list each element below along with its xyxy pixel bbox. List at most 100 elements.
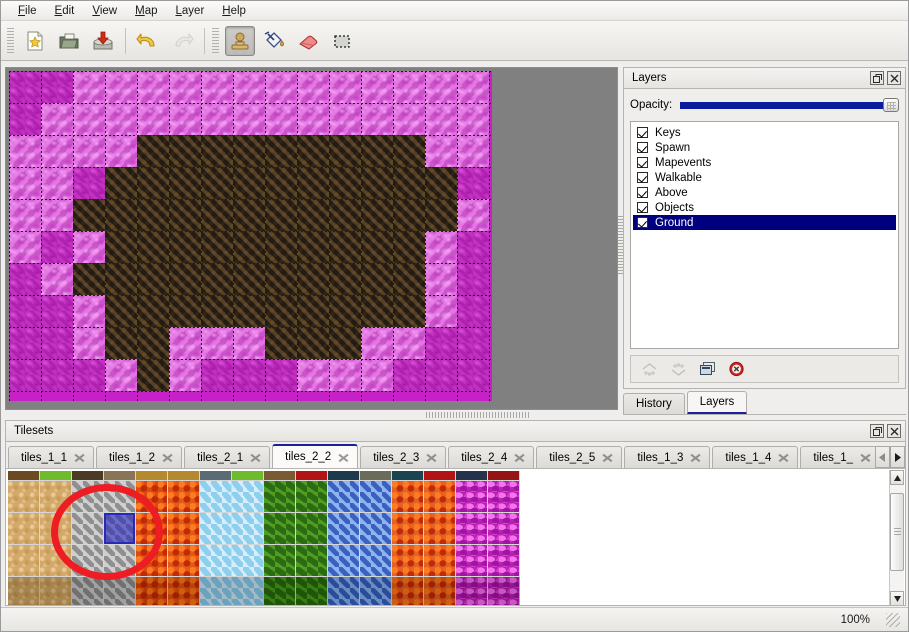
tileset-tile[interactable] [8, 513, 40, 545]
map-tile[interactable] [297, 359, 329, 391]
map-tile[interactable] [73, 359, 105, 391]
tileset-tile[interactable] [456, 513, 488, 545]
map-tile[interactable] [233, 199, 265, 231]
tileset-tab-tiles_2_3[interactable]: tiles_2_3 [360, 446, 447, 468]
map-tile[interactable] [457, 263, 489, 295]
map-tile[interactable] [329, 135, 361, 167]
tileset-tile[interactable] [200, 577, 232, 605]
map-tile[interactable] [361, 103, 393, 135]
tileset-tab-close-icon[interactable] [162, 452, 173, 463]
tileset-tile[interactable] [168, 481, 200, 513]
tileset-tile[interactable] [296, 471, 328, 481]
tileset-tile[interactable] [40, 577, 72, 605]
tileset-tile[interactable] [8, 471, 40, 481]
map-tile[interactable] [297, 295, 329, 327]
tileset-tile[interactable] [392, 513, 424, 545]
layer-visibility-checkbox[interactable] [637, 187, 648, 198]
tileset-tile[interactable] [424, 471, 456, 481]
map-tile[interactable] [201, 199, 233, 231]
layer-row[interactable]: Keys [633, 125, 896, 140]
tileset-tile-grid[interactable] [8, 471, 558, 605]
map-tile[interactable] [105, 263, 137, 295]
map-tile[interactable] [329, 263, 361, 295]
tileset-tile[interactable] [264, 471, 296, 481]
tileset-tile[interactable] [8, 545, 40, 577]
tileset-tile[interactable] [40, 481, 72, 513]
bucket-fill-tool-button[interactable] [259, 26, 289, 56]
map-tile[interactable] [73, 135, 105, 167]
menu-item-file[interactable]: File [18, 4, 37, 17]
map-tile[interactable] [393, 327, 425, 359]
map-tile[interactable] [201, 71, 233, 103]
map-tile[interactable] [329, 295, 361, 327]
opacity-slider-handle[interactable] [883, 98, 899, 112]
map-tile[interactable] [73, 327, 105, 359]
map-tile[interactable] [41, 327, 73, 359]
map-tile[interactable] [297, 167, 329, 199]
map-tile[interactable] [137, 263, 169, 295]
tileset-tile[interactable] [264, 481, 296, 513]
map-tile[interactable] [73, 295, 105, 327]
dock-tab-history[interactable]: History [623, 393, 685, 414]
tileset-tile[interactable] [104, 471, 136, 481]
tileset-palette[interactable] [5, 468, 906, 606]
map-tile[interactable] [233, 135, 265, 167]
tileset-tile[interactable] [456, 577, 488, 605]
map-tile[interactable] [361, 167, 393, 199]
map-tile[interactable] [41, 199, 73, 231]
move-layer-down-button[interactable] [666, 358, 690, 380]
map-tile[interactable] [233, 359, 265, 391]
tileset-tile[interactable] [488, 577, 520, 605]
map-tile[interactable] [137, 167, 169, 199]
tileset-tile[interactable] [296, 577, 328, 605]
tilesets-close-icon[interactable] [887, 424, 901, 438]
tileset-tab-tiles_1_4[interactable]: tiles_1_4 [712, 446, 799, 468]
map-tile[interactable] [137, 359, 169, 391]
tileset-tile[interactable] [360, 513, 392, 545]
tileset-tile[interactable] [200, 471, 232, 481]
map-tile[interactable] [201, 327, 233, 359]
map-tile[interactable] [9, 231, 41, 263]
map-tile[interactable] [265, 295, 297, 327]
map-tile[interactable] [137, 327, 169, 359]
map-tile[interactable] [233, 71, 265, 103]
menu-item-help[interactable]: Help [222, 4, 246, 17]
layer-visibility-checkbox[interactable] [637, 127, 648, 138]
map-tile[interactable] [233, 103, 265, 135]
tileset-tile[interactable] [488, 545, 520, 577]
map-tile[interactable] [41, 71, 73, 103]
map-tile[interactable] [9, 103, 41, 135]
layers-list[interactable]: Keys Spawn Mapevents Walkable Above Objects Gr… [630, 121, 899, 349]
close-icon[interactable] [887, 71, 901, 85]
map-tile[interactable] [457, 327, 489, 359]
map-tile[interactable] [105, 199, 137, 231]
tileset-tile[interactable] [392, 577, 424, 605]
tileset-tile[interactable] [360, 545, 392, 577]
map-tile[interactable] [73, 167, 105, 199]
map-tile[interactable] [73, 231, 105, 263]
map-tile[interactable] [393, 135, 425, 167]
map-tile[interactable] [233, 167, 265, 199]
vertical-splitter-handle[interactable] [618, 216, 624, 276]
tileset-tile[interactable] [264, 577, 296, 605]
map-tile[interactable] [201, 103, 233, 135]
stamp-tool-button[interactable] [225, 25, 255, 56]
layer-row[interactable]: Ground [633, 215, 896, 230]
map-tile[interactable] [457, 135, 489, 167]
map-tile[interactable] [361, 359, 393, 391]
map-tile[interactable] [457, 167, 489, 199]
menu-item-map[interactable]: Map [135, 4, 158, 17]
map-tile[interactable] [425, 295, 457, 327]
tileset-tab-tiles_2_5[interactable]: tiles_2_5 [536, 446, 623, 468]
map-tile[interactable] [265, 71, 297, 103]
tileset-tile[interactable] [456, 471, 488, 481]
map-tile[interactable] [9, 295, 41, 327]
map-tile[interactable] [457, 199, 489, 231]
map-tile[interactable] [201, 359, 233, 391]
map-tile[interactable] [265, 359, 297, 391]
map-tile[interactable] [137, 135, 169, 167]
map-tile[interactable] [265, 135, 297, 167]
map-tile[interactable] [233, 295, 265, 327]
tileset-tile[interactable] [328, 481, 360, 513]
map-canvas[interactable] [5, 67, 618, 410]
